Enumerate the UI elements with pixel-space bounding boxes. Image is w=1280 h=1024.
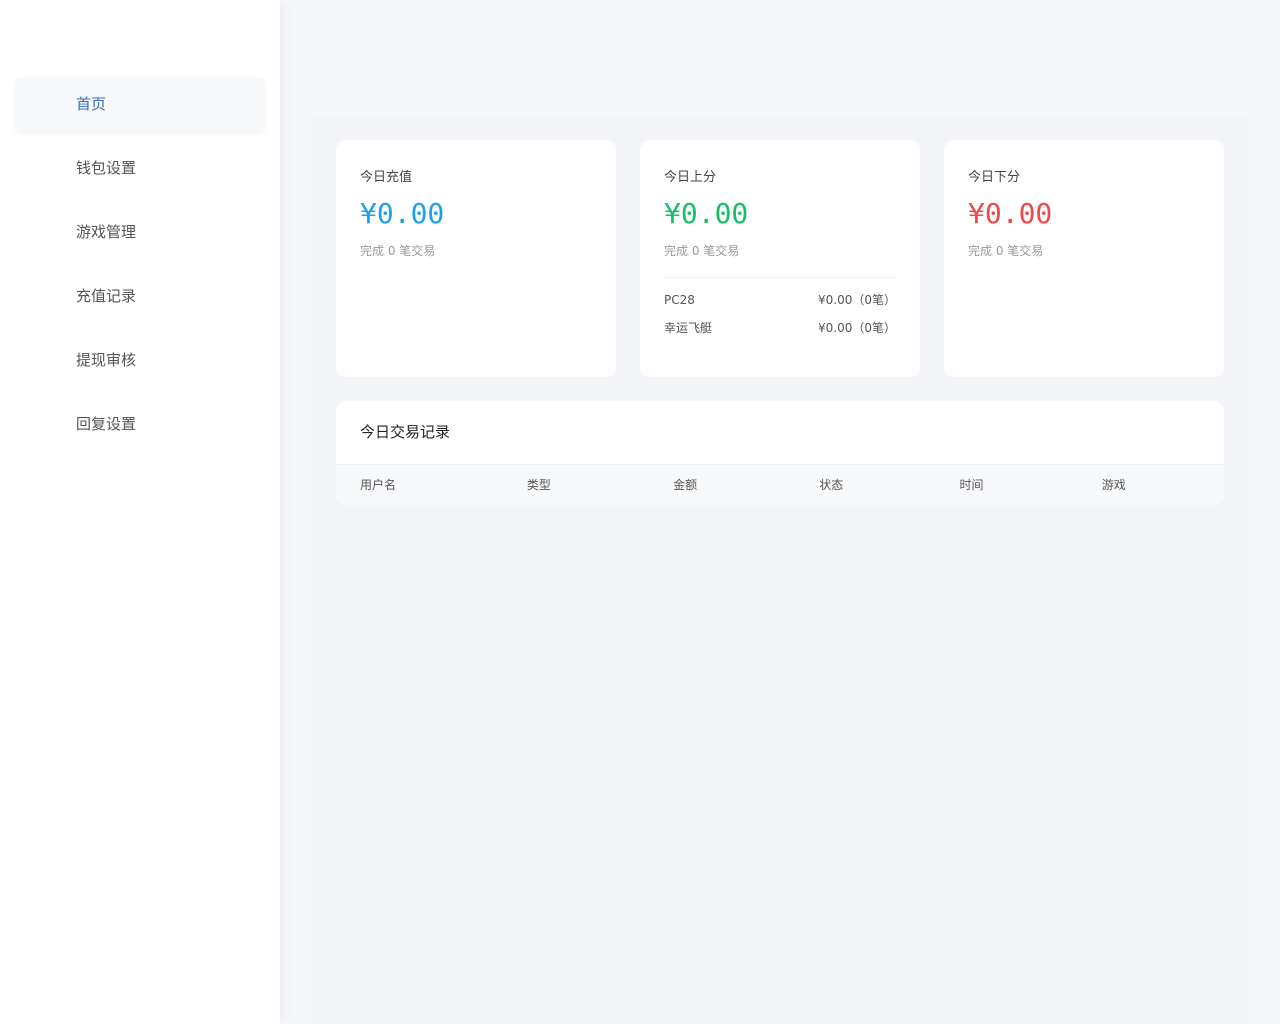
game-value: ¥0.00（0笔） [818, 293, 896, 307]
card-today-debit: 今日下分 ¥0.00 完成 0 笔交易 [944, 140, 1224, 377]
game-value: ¥0.00（0笔） [818, 321, 896, 335]
card-today-credit: 今日上分 ¥0.00 完成 0 笔交易 PC28 ¥0.00（0笔） 幸运飞艇 ¥0… [640, 140, 920, 377]
card-amount: ¥0.00 [968, 197, 1053, 230]
card-sub: 完成 0 笔交易 [968, 244, 1044, 258]
card-amount: ¥0.00 [664, 197, 749, 230]
sidebar-item-game-management[interactable]: 游戏管理 [76, 223, 137, 241]
sidebar-item-wallet-settings[interactable]: 钱包设置 [76, 159, 137, 177]
sidebar-item-recharge-records[interactable]: 充值记录 [76, 287, 137, 305]
card-today-recharge: 今日充值 ¥0.00 完成 0 笔交易 [336, 140, 616, 377]
sidebar: 首页 钱包设置 游戏管理 充值记录 提现审核 回复设置 [0, 0, 280, 1024]
breakdown-row: 幸运飞艇 ¥0.00（0笔） [664, 320, 896, 348]
card-title: 今日充值 [360, 170, 413, 185]
today-transactions-table: 今日交易记录 用户名 类型 金额 状态 时间 游戏 [336, 401, 1224, 505]
card-sub: 完成 0 笔交易 [664, 244, 740, 258]
game-name: 幸运飞艇 [664, 321, 713, 335]
card-title: 今日下分 [968, 170, 1021, 185]
divider [664, 277, 896, 278]
game-name: PC28 [664, 293, 695, 307]
column-time: 时间 [959, 478, 984, 492]
column-amount: 金额 [673, 478, 698, 492]
breakdown-row: PC28 ¥0.00（0笔） [664, 292, 896, 320]
column-username: 用户名 [360, 478, 397, 492]
column-status: 状态 [819, 478, 844, 492]
sidebar-item-withdraw-review[interactable]: 提现审核 [76, 351, 137, 369]
column-game: 游戏 [1101, 478, 1126, 492]
sidebar-item-reply-settings[interactable]: 回复设置 [76, 415, 137, 433]
card-amount: ¥0.00 [360, 197, 445, 230]
card-title: 今日上分 [664, 170, 717, 185]
table-title: 今日交易记录 [336, 401, 1224, 465]
column-type: 类型 [526, 478, 551, 492]
card-sub: 完成 0 笔交易 [360, 244, 436, 258]
sidebar-item-home[interactable]: 首页 [16, 77, 264, 131]
table-header: 用户名 类型 金额 状态 时间 游戏 [336, 465, 1224, 505]
